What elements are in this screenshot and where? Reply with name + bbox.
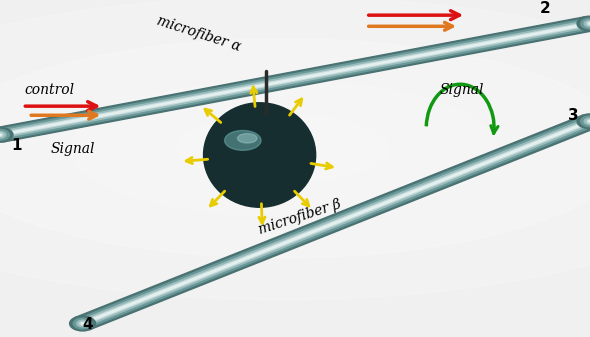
Polygon shape (77, 117, 590, 328)
Ellipse shape (584, 118, 590, 125)
Ellipse shape (0, 131, 6, 138)
Ellipse shape (73, 318, 92, 329)
Ellipse shape (71, 81, 496, 216)
Polygon shape (0, 17, 590, 142)
Ellipse shape (0, 134, 1, 135)
Ellipse shape (581, 116, 590, 127)
Polygon shape (81, 120, 590, 325)
Polygon shape (0, 22, 590, 136)
Ellipse shape (589, 121, 590, 122)
Text: microfiber β: microfiber β (257, 197, 343, 237)
Ellipse shape (581, 18, 590, 29)
Ellipse shape (225, 130, 261, 150)
Polygon shape (0, 19, 590, 140)
Ellipse shape (81, 323, 84, 324)
Ellipse shape (0, 129, 9, 140)
Polygon shape (75, 115, 590, 330)
Ellipse shape (70, 316, 96, 331)
Ellipse shape (0, 127, 13, 142)
Ellipse shape (0, 39, 590, 258)
Ellipse shape (0, 0, 590, 300)
Text: 4: 4 (83, 316, 93, 332)
Text: control: control (25, 83, 75, 97)
Ellipse shape (587, 22, 590, 25)
Ellipse shape (577, 114, 590, 129)
Ellipse shape (577, 16, 590, 31)
Ellipse shape (584, 20, 590, 27)
Ellipse shape (210, 109, 309, 201)
Ellipse shape (80, 322, 86, 325)
Ellipse shape (238, 135, 281, 175)
Polygon shape (79, 119, 590, 326)
Ellipse shape (589, 23, 590, 24)
Ellipse shape (77, 320, 88, 327)
Ellipse shape (254, 150, 266, 160)
Text: microfiber α: microfiber α (155, 13, 242, 54)
Ellipse shape (229, 126, 290, 184)
Text: Signal: Signal (440, 83, 484, 97)
Ellipse shape (587, 120, 590, 123)
Text: 3: 3 (568, 108, 578, 123)
Polygon shape (0, 23, 590, 135)
Ellipse shape (177, 115, 389, 182)
Ellipse shape (237, 133, 257, 143)
Ellipse shape (204, 103, 316, 207)
Polygon shape (82, 121, 590, 324)
Text: 2: 2 (540, 1, 550, 17)
Text: 1: 1 (12, 138, 22, 153)
Text: Signal: Signal (50, 142, 94, 156)
Polygon shape (0, 21, 590, 138)
Ellipse shape (247, 144, 272, 166)
Ellipse shape (0, 133, 3, 136)
Ellipse shape (219, 117, 300, 193)
